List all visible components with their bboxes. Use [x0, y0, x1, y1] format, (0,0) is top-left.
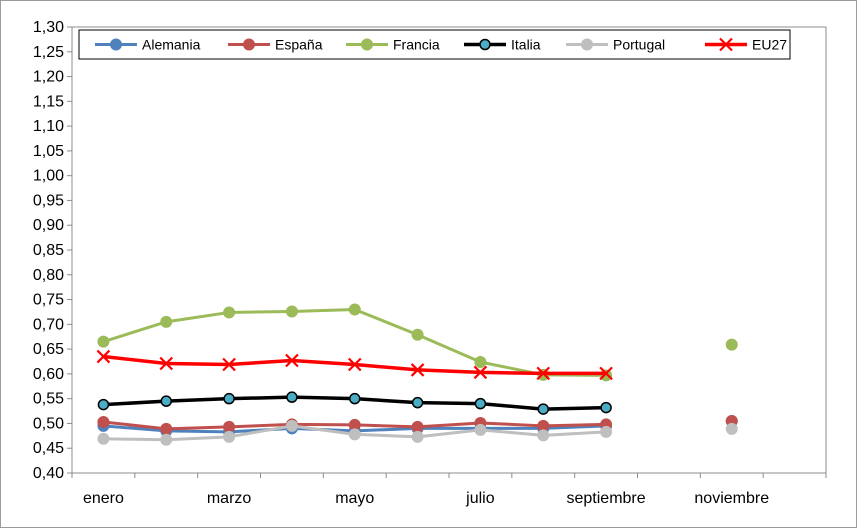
data-point-espa-a: [223, 420, 236, 433]
y-tick-label: 0,45: [33, 440, 64, 457]
data-point-italia: [97, 398, 110, 411]
data-point-italia: [600, 401, 612, 414]
data-point-italia: [411, 396, 424, 409]
y-tick-label: 0,80: [33, 267, 64, 284]
x-tick-label: enero: [83, 490, 124, 507]
data-point-eu27: [159, 356, 174, 371]
data-point-francia: [600, 369, 613, 382]
data-point-francia: [474, 355, 487, 368]
y-tick-label: 0,60: [33, 366, 64, 383]
data-point-portugal: [725, 422, 738, 435]
y-tick-label: 1,15: [33, 93, 64, 110]
data-point-francia: [223, 306, 236, 319]
data-point-francia: [411, 328, 424, 341]
data-point-portugal: [223, 430, 236, 443]
data-point-portugal: [348, 428, 361, 441]
data-point-portugal: [97, 432, 110, 445]
data-point-eu27: [599, 366, 613, 381]
data-point-portugal: [537, 429, 550, 442]
data-point-eu27: [347, 357, 362, 372]
x-tick-label: mayo: [335, 490, 374, 507]
data-point-eu27: [536, 366, 551, 381]
y-tick-label: 1,00: [33, 168, 64, 185]
y-tick-label: 0,75: [33, 292, 64, 309]
legend-marker-portugal: [581, 38, 593, 51]
data-point-italia: [286, 391, 298, 403]
legend-label-alemania: Alemania: [142, 37, 201, 53]
data-point-italia: [537, 403, 549, 415]
data-point-eu27: [473, 365, 488, 380]
legend-label-portugal: Portugal: [613, 37, 665, 53]
data-point-italia: [223, 392, 235, 405]
data-point-francia: [725, 338, 738, 351]
data-point-francia: [97, 335, 110, 348]
legend-label-francia: Francia: [393, 37, 440, 53]
x-tick-label: noviembre: [694, 490, 769, 507]
data-point-francia: [285, 305, 298, 318]
y-tick-label: 0,65: [33, 341, 64, 358]
y-tick-label: 1,25: [33, 44, 64, 61]
data-point-italia: [349, 392, 361, 405]
data-point-portugal: [474, 423, 487, 436]
data-point-eu27: [222, 357, 236, 372]
y-tick-label: 0,40: [33, 465, 64, 482]
y-tick-label: 1,05: [33, 143, 64, 160]
x-tick-label: marzo: [207, 490, 252, 507]
x-tick-label: julio: [465, 490, 495, 507]
y-tick-label: 1,20: [33, 69, 64, 86]
y-tick-label: 1,30: [33, 19, 64, 36]
data-point-eu27: [410, 363, 425, 377]
data-point-portugal: [600, 425, 613, 438]
legend-label-espa-a: España: [275, 37, 323, 53]
legend-marker-alemania: [110, 38, 122, 51]
data-point-francia: [160, 315, 173, 328]
data-point-espa-a: [97, 415, 110, 428]
legend: [78, 29, 791, 60]
y-tick-label: 0,50: [33, 415, 64, 432]
data-point-francia: [348, 303, 361, 316]
y-tick-label: 0,95: [33, 192, 64, 209]
legend-marker-italia: [479, 38, 491, 51]
legend-label-eu27: EU27: [752, 37, 787, 53]
data-point-portugal: [285, 419, 298, 432]
legend-marker-francia: [361, 38, 373, 51]
data-point-espa-a: [411, 420, 424, 433]
y-tick-label: 0,90: [33, 217, 64, 234]
legend-marker-eu27: [719, 37, 733, 52]
data-point-italia: [474, 397, 487, 410]
x-tick-label: septiembre: [567, 490, 646, 507]
y-tick-label: 0,55: [33, 391, 64, 408]
legend-label-italia: Italia: [511, 37, 541, 53]
data-point-portugal: [160, 433, 173, 446]
y-tick-label: 0,85: [33, 242, 64, 259]
data-point-italia: [160, 395, 172, 407]
plot-area: [71, 26, 827, 474]
legend-marker-espa-a: [243, 38, 255, 51]
data-point-eu27: [96, 349, 111, 364]
data-point-eu27: [285, 353, 299, 368]
y-tick-label: 1,10: [33, 118, 64, 135]
data-point-espa-a: [160, 422, 173, 435]
data-point-portugal: [411, 430, 424, 443]
y-tick-label: 0,70: [33, 316, 64, 333]
